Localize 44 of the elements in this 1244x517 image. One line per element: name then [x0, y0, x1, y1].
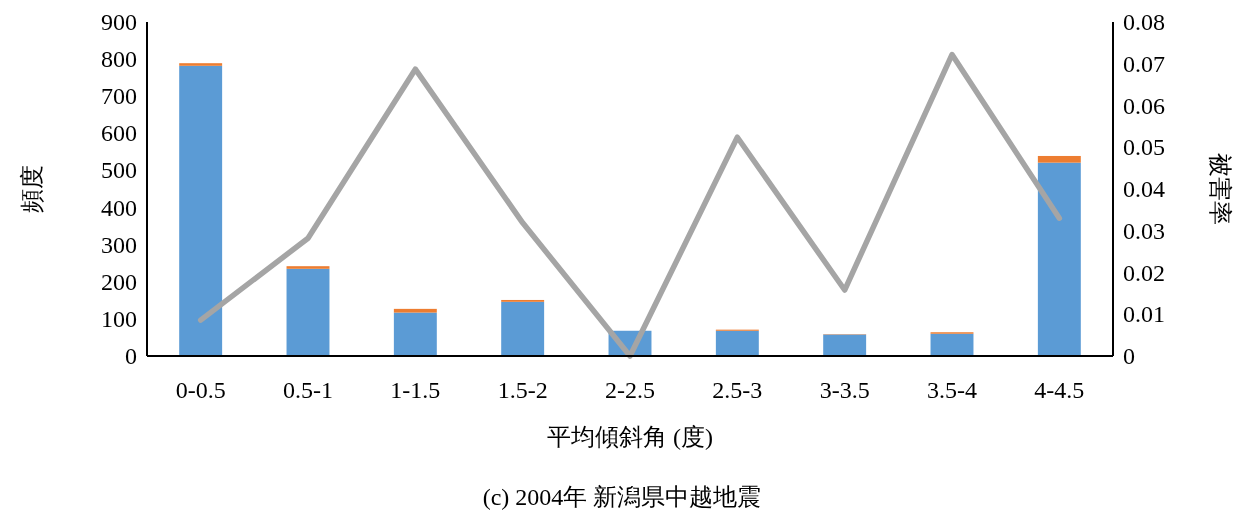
y-tick-label: 200: [101, 268, 137, 295]
y2-tick-label: 0.03: [1123, 217, 1165, 244]
bar: [393, 312, 437, 356]
y-tick-label: 800: [101, 46, 137, 73]
x-tick-label: 3.5-4: [927, 377, 977, 403]
bar: [1037, 155, 1081, 163]
bar: [823, 334, 867, 356]
y-tick-label: 300: [101, 231, 137, 258]
y2-tick-label: 0.04: [1123, 176, 1165, 202]
x-tick-label: 3-3.5: [819, 377, 870, 403]
x-tick-label: 4-4.5: [1034, 377, 1085, 403]
y2-tick-label: 0.02: [1123, 259, 1165, 286]
bar: [930, 333, 974, 356]
y2-tick-label: 0.01: [1123, 301, 1165, 328]
bar: [179, 63, 223, 66]
y2-tick-label: 0.06: [1123, 92, 1165, 119]
text: (c) 2004年 新潟県中越地震: [482, 484, 762, 510]
y-tick-label: 600: [101, 120, 137, 147]
y-tick-label: 700: [101, 83, 137, 110]
y2-axis-title: 被害率: [1207, 153, 1233, 225]
x-tick-label: 2-2.5: [605, 377, 655, 403]
x-axis-title: 平均傾斜角 (度): [547, 424, 713, 450]
bar: [501, 301, 545, 356]
y2-tick-label: 0.07: [1123, 50, 1165, 77]
y2-tick-label: 0.05: [1123, 134, 1165, 161]
bar: [715, 330, 759, 356]
bar: [286, 268, 330, 356]
bar: [286, 266, 330, 269]
y-tick-label: 400: [101, 194, 137, 221]
y2-tick-label: 0: [1123, 343, 1135, 369]
y-axis-title: 頻度: [19, 165, 45, 213]
x-tick-label: 0.5-1: [283, 377, 333, 403]
x-tick-label: 1-1.5: [390, 377, 441, 403]
y-tick-label: 900: [101, 9, 137, 35]
x-tick-label: 1.5-2: [497, 377, 548, 403]
bar: [179, 65, 223, 356]
y-tick-label: 0: [125, 343, 137, 369]
x-tick-label: 2.5-3: [712, 377, 763, 403]
x-tick-label: 0-0.5: [175, 377, 226, 403]
y2-tick-label: 0.08: [1123, 9, 1165, 35]
y-tick-label: 500: [101, 157, 137, 184]
bar: [1037, 162, 1081, 356]
bar: [393, 308, 437, 313]
y-tick-label: 100: [101, 305, 137, 332]
